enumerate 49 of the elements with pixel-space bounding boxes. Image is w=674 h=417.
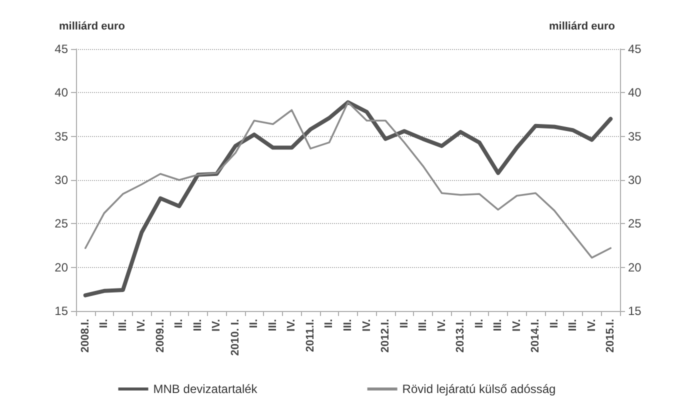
y2-tick-label: 25 <box>628 216 642 231</box>
y-tick-label: 25 <box>54 216 68 231</box>
x-tick-label: IV. <box>436 319 448 332</box>
x-tick-label: III. <box>567 319 580 332</box>
y-tick-label: 30 <box>54 173 68 187</box>
x-tick-label: 2008.I. <box>79 319 92 353</box>
y-tick-label: 15 <box>54 304 68 318</box>
x-tick-label: 2014.I. <box>530 319 542 353</box>
x-tick-label: IV. <box>210 319 223 332</box>
x-tick-label: III. <box>266 319 279 332</box>
y-tick-label: 20 <box>54 260 68 274</box>
legend-label: MNB devizatartalék <box>153 382 258 396</box>
x-tick-label: III. <box>492 319 504 332</box>
x-tick-label: IV. <box>286 319 298 332</box>
y2-tick-label: 45 <box>628 42 642 56</box>
x-tick-label: IV. <box>360 319 373 332</box>
x-tick-label: II. <box>98 319 110 328</box>
x-tick-label: 2015.I. <box>604 319 617 353</box>
x-tick-label: III. <box>192 319 204 332</box>
y2-tick-label: 20 <box>628 260 642 274</box>
x-tick-label: IV. <box>510 319 523 332</box>
x-tick-label: 2012.I. <box>380 319 392 353</box>
x-tick-label: II. <box>398 319 410 328</box>
x-tick-label: III. <box>116 319 129 332</box>
x-tick-label: II. <box>248 319 260 328</box>
x-tick-label: 2013.I. <box>454 319 467 353</box>
y2-axis-title: milliárd euro <box>548 20 616 32</box>
y-axis-title: milliárd euro <box>59 20 126 32</box>
y2-tick-label: 40 <box>628 86 642 100</box>
x-tick-label: 2011.I. <box>304 319 316 352</box>
x-tick-label: II. <box>323 319 336 328</box>
legend-label: Rövid lejáratú külső adósság <box>402 382 556 396</box>
y2-tick-label: 15 <box>628 304 642 318</box>
x-tick-label: 2010. I. <box>229 319 242 356</box>
y2-tick-label: 30 <box>628 173 642 187</box>
y-tick-label: 35 <box>54 129 68 144</box>
x-tick-label: 2009.I. <box>154 319 166 353</box>
line-series <box>84 101 612 259</box>
x-tick-label: II. <box>548 319 560 328</box>
x-tick-label: III. <box>342 319 354 332</box>
x-tick-label: II. <box>473 319 486 328</box>
y2-tick-label: 35 <box>628 129 642 144</box>
x-tick-label: IV. <box>586 319 598 332</box>
y-tick-label: 45 <box>54 42 68 56</box>
x-tick-label: II. <box>173 319 186 328</box>
y-tick-label: 40 <box>54 86 68 100</box>
x-tick-label: IV. <box>136 319 148 332</box>
line-series <box>83 100 613 298</box>
x-tick-label: III. <box>417 319 430 332</box>
